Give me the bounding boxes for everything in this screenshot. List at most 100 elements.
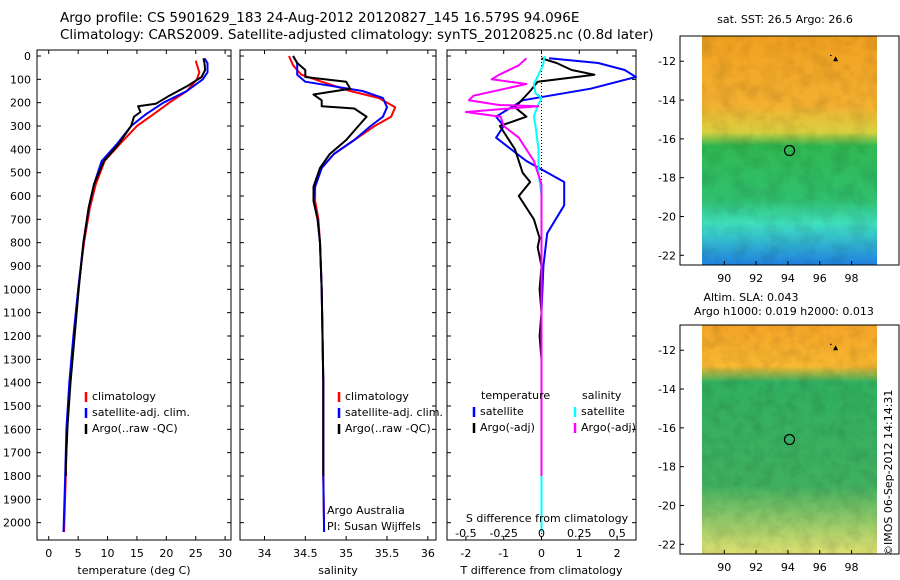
top-tick-label: 0 <box>538 527 545 540</box>
ytick-label: 600 <box>10 190 31 203</box>
map-ytick-label: -16 <box>658 422 676 435</box>
xtick-label-temperature: 10 <box>101 547 115 560</box>
credit-line-2: PI: Susan Wijffels <box>327 520 421 533</box>
difference-legend-label: Argo(-adj) <box>581 421 636 434</box>
series-line-argo-raw-qc- <box>64 58 207 476</box>
ytick-label: 2000 <box>3 517 31 530</box>
xtick-label-difference: -1 <box>498 547 509 560</box>
map-ytick-label: -12 <box>658 344 676 357</box>
map-ytick-label: -14 <box>658 94 676 107</box>
salinity-legend-label: climatology <box>345 390 409 403</box>
legend-title-salinity: salinity <box>582 389 622 402</box>
xtick-label-salinity: 35.5 <box>375 547 400 560</box>
map-ytick-label: -12 <box>658 55 676 68</box>
profile-title: Argo profile: CS 5901629_183 24-Aug-2012… <box>60 10 580 26</box>
xtick-label-difference: -2 <box>460 547 471 560</box>
dot-marker <box>830 343 832 346</box>
xtick-label-temperature: 20 <box>159 547 173 560</box>
ytick-label: 1600 <box>3 423 31 436</box>
map-xtick-label: 96 <box>813 561 827 574</box>
ytick-label: 800 <box>10 237 31 250</box>
xtick-label-difference: 0 <box>538 547 545 560</box>
map-xtick-label: 90 <box>717 272 731 285</box>
ytick-label: 1200 <box>3 330 31 343</box>
series-line-temperature-satellite <box>495 57 637 532</box>
xtick-label-temperature: 25 <box>189 547 203 560</box>
map-image-map-sla <box>702 325 877 554</box>
axes-frame-salinity <box>239 49 437 541</box>
top-tick-label: -0.5 <box>455 527 476 540</box>
xtick-label-temperature: 15 <box>130 547 144 560</box>
dot-marker <box>830 54 832 57</box>
xtick-label-temperature: 30 <box>218 547 232 560</box>
xlabel-salinity: salinity <box>318 564 358 577</box>
climatology-subtitle: Climatology: CARS2009. Satellite-adjuste… <box>60 27 654 43</box>
credit-line-1: Argo Australia <box>327 504 405 517</box>
ytick-label: 500 <box>10 167 31 180</box>
series-line-satellite-adj-clim- <box>62 57 209 533</box>
xtick-label-salinity: 36 <box>421 547 435 560</box>
series-line-climatology <box>288 55 397 533</box>
axes-frame-temperature <box>36 49 232 541</box>
map-xtick-label: 92 <box>749 272 763 285</box>
map-xtick-label: 98 <box>845 272 859 285</box>
xtick-label-difference: 2 <box>614 547 621 560</box>
map-frame-map-sla <box>679 324 900 555</box>
map-image-map-sst <box>702 36 877 265</box>
triangle-marker <box>833 345 839 351</box>
map-frame-map-sst <box>679 35 900 266</box>
temperature-legend-label: Argo(..raw -QC) <box>92 422 178 435</box>
ytick-label: 1500 <box>3 400 31 413</box>
top-tick-label: 0.5 <box>608 527 626 540</box>
map-ytick-label: -18 <box>658 172 676 185</box>
map-xtick-label: 90 <box>717 561 731 574</box>
map-xtick-label: 94 <box>781 272 795 285</box>
ytick-label: 0 <box>24 50 31 63</box>
float-position-marker <box>783 433 796 446</box>
sla-map-subtitle: Argo h1000: 0.019 h2000: 0.013 <box>694 305 874 318</box>
ytick-label: 700 <box>10 213 31 226</box>
salinity-legend-label: Argo(..raw -QC) <box>345 422 431 435</box>
series-line-climatology <box>63 60 201 533</box>
series-line-argo-raw-qc- <box>292 55 368 476</box>
difference-legend-label: Argo(-adj) <box>480 421 535 434</box>
ytick-label: 1300 <box>3 353 31 366</box>
ytick-label: 1100 <box>3 307 31 320</box>
top-tick-label: -0.25 <box>489 527 517 540</box>
top-axis-label: S difference from climatology <box>466 512 629 525</box>
ytick-label: 1900 <box>3 493 31 506</box>
map-xtick-label: 98 <box>845 561 859 574</box>
series-line-salinity-argo-adj- <box>464 57 543 476</box>
ytick-label: 200 <box>10 97 31 110</box>
xlabel-temperature: temperature (deg C) <box>77 564 190 577</box>
ytick-label: 1000 <box>3 283 31 296</box>
xtick-label-temperature: 5 <box>75 547 82 560</box>
sst-map-title: sat. SST: 26.5 Argo: 26.6 <box>717 13 853 26</box>
map-ytick-label: -22 <box>658 538 676 551</box>
salinity-legend-label: satellite-adj. clim. <box>345 406 443 419</box>
ytick-label: 1800 <box>3 470 31 483</box>
map-ytick-label: -22 <box>658 249 676 262</box>
legend-title-temperature: temperature <box>481 389 550 402</box>
ytick-label: 300 <box>10 120 31 133</box>
map-ytick-label: -14 <box>658 383 676 396</box>
map-ytick-label: -16 <box>658 133 676 146</box>
difference-legend-label: satellite <box>581 405 625 418</box>
ytick-label: 400 <box>10 143 31 156</box>
top-tick-label: 0.25 <box>567 527 592 540</box>
temperature-legend-label: climatology <box>92 390 156 403</box>
xlabel-difference: T difference from climatology <box>460 564 623 577</box>
ytick-label: 100 <box>10 73 31 86</box>
map-texture <box>702 36 877 265</box>
temperature-legend-label: satellite-adj. clim. <box>92 406 190 419</box>
map-xtick-label: 92 <box>749 561 763 574</box>
triangle-marker <box>833 56 839 62</box>
map-ytick-label: -20 <box>658 210 676 223</box>
map-ytick-label: -18 <box>658 461 676 474</box>
map-xtick-label: 94 <box>781 561 795 574</box>
difference-legend-label: satellite <box>480 405 524 418</box>
map-ytick-label: -20 <box>658 499 676 512</box>
imos-credit: ©IMOS 06-Sep-2012 14:14:31 <box>882 390 895 556</box>
sla-map-title: Altim. SLA: 0.043 <box>703 291 798 304</box>
